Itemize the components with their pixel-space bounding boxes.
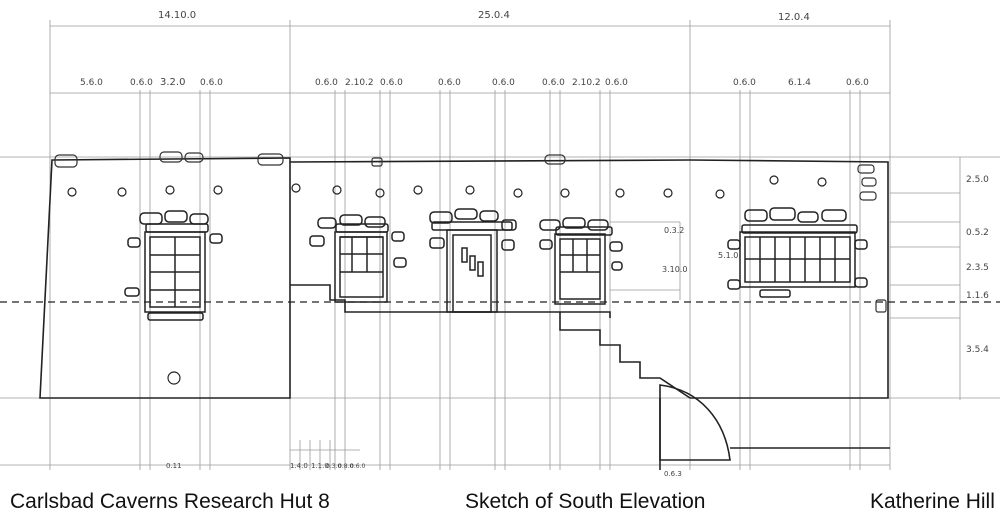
dimension-labels: 14.10.0 25.0.4 12.0.4 5.6.0 0.6.0 3.2.0 … bbox=[80, 10, 989, 478]
dim-right-2: 6.1.4 bbox=[788, 78, 811, 88]
dim-vert-4: 1.1.6 bbox=[966, 291, 989, 301]
window-left bbox=[124, 210, 223, 321]
dim-vert-3: 2.3.5 bbox=[966, 263, 989, 273]
window-center-left bbox=[309, 214, 407, 303]
dim-left-3: 3.2.0 bbox=[160, 77, 185, 88]
dim-center-1: 0.6.0 bbox=[315, 78, 338, 88]
dim-overall-2: 25.0.4 bbox=[478, 10, 510, 21]
caption-title: Carlsbad Caverns Research Hut 8 bbox=[10, 490, 330, 513]
dim-vert-2: 0.5.2 bbox=[966, 228, 989, 238]
caption-author: Katherine Hill bbox=[870, 490, 995, 513]
window-right bbox=[727, 207, 868, 298]
dim-bottom-2: 1.4.0 bbox=[290, 462, 308, 470]
dim-overall-3: 12.0.4 bbox=[778, 12, 810, 23]
viga-row bbox=[67, 175, 827, 385]
building-outline bbox=[39, 157, 890, 470]
dim-bottom-1: 0.11 bbox=[166, 462, 182, 470]
roof-stones bbox=[54, 151, 887, 313]
dim-overall-1: 14.10.0 bbox=[158, 10, 196, 21]
door bbox=[429, 208, 517, 313]
elevation-drawing: 14.10.0 25.0.4 12.0.4 5.6.0 0.6.0 3.2.0 … bbox=[0, 10, 1000, 478]
dim-center-4: 0.6.0 bbox=[438, 78, 461, 88]
dim-vert-1: 2.5.0 bbox=[966, 175, 989, 185]
dim-bottom-4: 0.3.0 bbox=[326, 463, 341, 470]
dim-left-4: 0.6.0 bbox=[200, 78, 223, 88]
dim-left-1: 5.6.0 bbox=[80, 78, 103, 88]
caption-subtitle: Sketch of South Elevation bbox=[465, 490, 706, 513]
dim-window-1: 0.3.2 bbox=[664, 226, 684, 235]
dim-bottom-5: 0.8.0 bbox=[338, 463, 353, 470]
dim-center-7: 2.10.2 bbox=[572, 78, 601, 88]
window-center-right bbox=[539, 217, 623, 305]
dim-center-5: 0.6.0 bbox=[492, 78, 515, 88]
dim-bottom-3: 1.1.0 bbox=[311, 462, 329, 470]
dim-center-2: 2.10.2 bbox=[345, 78, 374, 88]
dim-vert-5: 3.5.4 bbox=[966, 345, 989, 355]
dim-center-6: 0.6.0 bbox=[542, 78, 565, 88]
dim-center-3: 0.6.0 bbox=[380, 78, 403, 88]
dim-center-8: 0.6.0 bbox=[605, 78, 628, 88]
dim-bottom-6: 0.6.0 bbox=[350, 463, 365, 470]
dim-bottom-7: 0.6.3 bbox=[664, 470, 682, 478]
dim-left-2: 0.6.0 bbox=[130, 78, 153, 88]
dim-right-3: 0.6.0 bbox=[846, 78, 869, 88]
dim-window-2: 3.10.0 bbox=[662, 265, 687, 274]
dim-right-1: 0.6.0 bbox=[733, 78, 756, 88]
dim-window-3: 5.1.0 bbox=[718, 251, 738, 260]
